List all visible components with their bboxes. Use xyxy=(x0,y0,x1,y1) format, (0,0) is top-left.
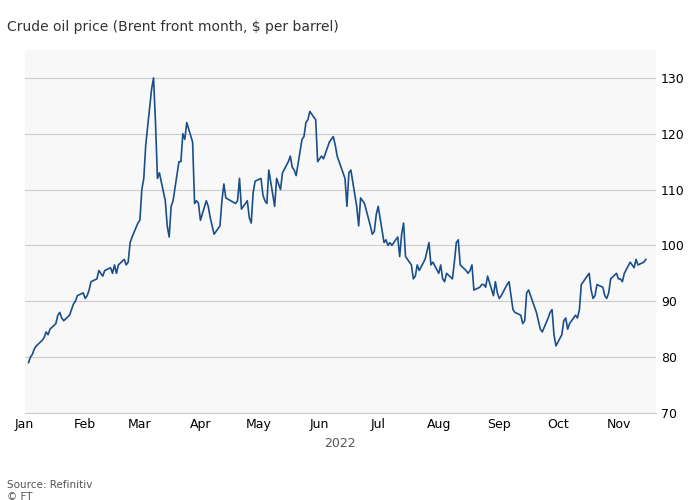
Text: Crude oil price (Brent front month, $ per barrel): Crude oil price (Brent front month, $ pe… xyxy=(7,20,339,34)
Text: © FT: © FT xyxy=(7,492,32,500)
Text: Source: Refinitiv: Source: Refinitiv xyxy=(7,480,92,490)
X-axis label: 2022: 2022 xyxy=(324,437,356,450)
